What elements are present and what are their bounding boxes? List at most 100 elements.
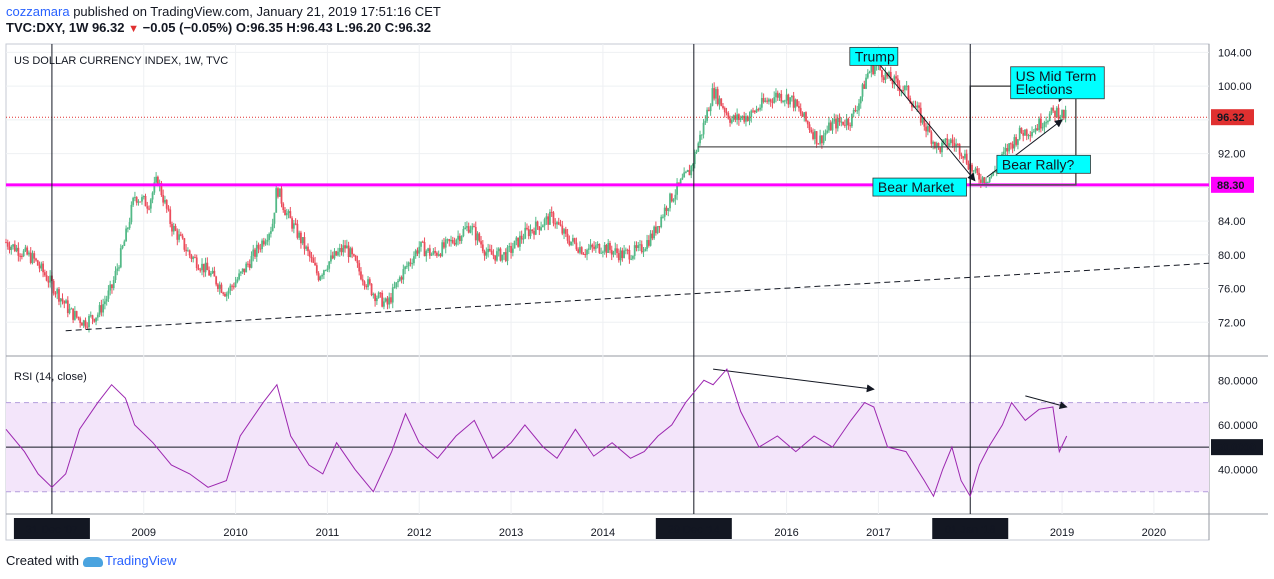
candle-body xyxy=(402,269,405,280)
candle-body xyxy=(586,249,588,255)
candle-body xyxy=(637,245,640,248)
candle-body xyxy=(564,229,567,234)
candle-body xyxy=(847,118,850,126)
candle-body xyxy=(873,66,876,75)
candle-body xyxy=(278,188,281,197)
candle-body xyxy=(822,135,825,144)
candle-body xyxy=(404,266,407,270)
candle-body xyxy=(411,263,414,265)
candle-body xyxy=(377,292,380,298)
candle-body xyxy=(674,194,677,200)
candle-body xyxy=(413,256,415,264)
candle-body xyxy=(68,308,71,314)
candle-body xyxy=(794,99,797,108)
candle-body xyxy=(425,251,428,257)
candle-body xyxy=(750,110,753,117)
candle-body xyxy=(75,311,78,317)
candle-body xyxy=(621,250,624,258)
author-link[interactable]: cozzamara xyxy=(6,4,70,19)
candle-body xyxy=(28,252,30,255)
candle-body xyxy=(953,142,956,147)
candle-body xyxy=(568,240,571,246)
candle-body xyxy=(480,241,482,245)
candle-body xyxy=(266,239,269,242)
candle-body xyxy=(639,244,641,246)
candle-body xyxy=(271,223,274,232)
time-tick-label: 2011 xyxy=(316,527,340,539)
candle-body xyxy=(202,263,205,273)
candle-body xyxy=(921,117,924,123)
candle-body xyxy=(430,254,433,256)
candle-body xyxy=(720,98,723,107)
candle-body xyxy=(557,222,560,225)
candle-body xyxy=(273,212,276,224)
candle-body xyxy=(967,163,970,170)
candle-body xyxy=(236,279,239,283)
candle-body xyxy=(1061,109,1063,118)
candle-body xyxy=(148,208,150,210)
candle-body xyxy=(649,233,652,246)
candle-body xyxy=(287,211,290,214)
candle-body xyxy=(902,90,905,92)
candle-body xyxy=(662,216,664,218)
candle-body xyxy=(683,172,686,178)
candle-body xyxy=(759,107,761,110)
candle-body xyxy=(116,268,119,271)
candle-body xyxy=(446,239,449,241)
candle-body xyxy=(789,97,792,105)
candle-body xyxy=(863,84,866,89)
candle-body xyxy=(1017,139,1019,145)
tradingview-brand-link[interactable]: TradingView xyxy=(104,553,177,568)
candle-body xyxy=(656,226,659,234)
candle-body xyxy=(725,112,728,114)
candle-body xyxy=(796,99,799,107)
candle-body xyxy=(291,218,293,229)
candle-body xyxy=(854,109,857,111)
candle-body xyxy=(764,100,767,102)
candle-body xyxy=(229,285,232,291)
candle-body xyxy=(810,129,813,133)
candle-body xyxy=(1006,148,1009,152)
candle-body xyxy=(732,115,735,120)
candle-body xyxy=(81,323,83,326)
rsi-tick-label: 80.0000 xyxy=(1218,375,1258,387)
candle-body xyxy=(792,95,795,108)
candle-body xyxy=(979,179,982,183)
price-tick-label: 72.00 xyxy=(1218,317,1246,329)
candle-body xyxy=(835,118,837,129)
candle-body xyxy=(956,144,959,146)
candle-body xyxy=(753,110,756,113)
candle-body xyxy=(840,121,843,123)
candle-body xyxy=(188,250,191,256)
candle-body xyxy=(716,89,719,105)
candle-body xyxy=(722,106,724,108)
candle-body xyxy=(345,245,348,249)
candle-body xyxy=(185,249,188,252)
candle-body xyxy=(603,244,606,252)
candle-body xyxy=(181,235,184,239)
date-marker-badge xyxy=(655,518,732,539)
candle-body xyxy=(155,176,158,183)
candle-body xyxy=(543,219,546,226)
candle-body xyxy=(547,216,550,225)
candle-body xyxy=(192,257,195,260)
candle-body xyxy=(84,320,87,327)
candle-body xyxy=(22,250,25,257)
candle-body xyxy=(836,117,839,129)
candle-body xyxy=(672,199,675,202)
date-marker-label: 29 Dec '14 xyxy=(668,524,720,536)
candle-body xyxy=(700,134,703,136)
candle-body xyxy=(135,197,138,203)
candle-body xyxy=(416,250,419,254)
candle-body xyxy=(47,280,50,283)
candle-body xyxy=(444,239,447,248)
candle-body xyxy=(605,244,608,253)
candle-body xyxy=(513,240,516,249)
candle-body xyxy=(695,151,698,153)
candle-body xyxy=(239,271,242,274)
candle-body xyxy=(208,270,210,276)
candle-body xyxy=(224,293,226,297)
candle-body xyxy=(806,121,809,125)
candle-body xyxy=(949,139,952,144)
candle-body xyxy=(225,293,228,297)
